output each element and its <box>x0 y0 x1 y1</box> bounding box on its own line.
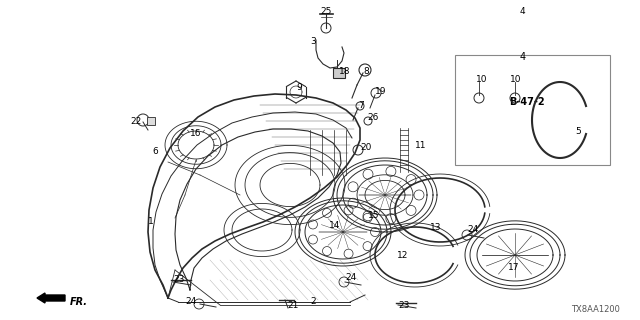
Text: 23: 23 <box>173 276 184 284</box>
Bar <box>333 68 345 78</box>
Text: 21: 21 <box>287 301 298 310</box>
Text: 14: 14 <box>329 220 340 229</box>
Text: 25: 25 <box>320 7 332 17</box>
Text: 9: 9 <box>296 84 301 92</box>
Text: FR.: FR. <box>70 297 88 307</box>
Text: 11: 11 <box>415 140 426 149</box>
Text: 23: 23 <box>398 301 410 310</box>
Text: 20: 20 <box>360 143 371 153</box>
Text: 4: 4 <box>520 52 526 62</box>
Text: 19: 19 <box>375 87 387 97</box>
Text: 24: 24 <box>345 274 356 283</box>
Text: 22: 22 <box>130 117 141 126</box>
Text: 24: 24 <box>467 226 478 235</box>
FancyArrow shape <box>37 293 65 303</box>
Text: 3: 3 <box>310 37 316 46</box>
Text: 18: 18 <box>339 68 351 76</box>
Text: 10: 10 <box>510 76 522 84</box>
Text: 24: 24 <box>185 298 196 307</box>
Text: 2: 2 <box>310 298 316 307</box>
Text: 7: 7 <box>358 100 364 109</box>
Text: 13: 13 <box>430 223 442 233</box>
Text: 15: 15 <box>368 211 380 220</box>
Text: 5: 5 <box>575 127 580 137</box>
Text: 6: 6 <box>152 148 157 156</box>
Text: 26: 26 <box>367 114 378 123</box>
Text: 17: 17 <box>508 263 520 273</box>
Text: 10: 10 <box>476 76 488 84</box>
Bar <box>147 117 155 125</box>
Text: 1: 1 <box>148 218 154 227</box>
Text: 16: 16 <box>190 129 202 138</box>
Text: TX8AA1200: TX8AA1200 <box>571 305 620 314</box>
Bar <box>455 55 610 165</box>
Text: 12: 12 <box>397 251 408 260</box>
Text: B-47-2: B-47-2 <box>509 97 545 107</box>
Text: 4: 4 <box>520 7 525 17</box>
Text: 8: 8 <box>363 68 369 76</box>
